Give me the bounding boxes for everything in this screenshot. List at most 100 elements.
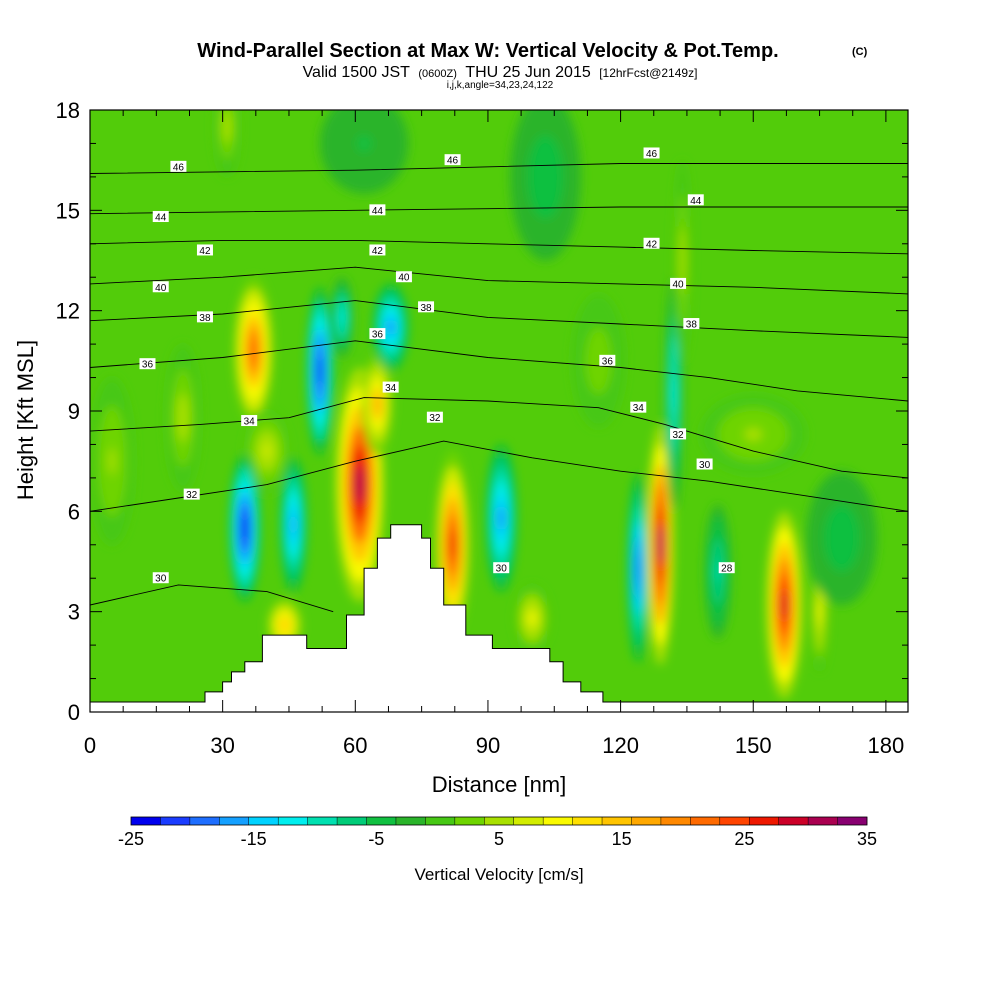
contour-label-box — [196, 244, 213, 256]
velocity-cell-band — [356, 135, 372, 152]
y-axis-label: Height [Kft MSL] — [13, 340, 38, 500]
contour-label-text: 32 — [429, 413, 441, 424]
velocity-cell — [213, 110, 241, 177]
contour-label-box — [152, 211, 169, 223]
y-tick-label: 0 — [68, 700, 80, 725]
contour-label-text: 42 — [199, 246, 211, 257]
contour-label: 36 — [369, 328, 386, 341]
isentrope-contours — [90, 163, 908, 613]
contour-label: 36 — [599, 354, 616, 367]
contour-label: 32 — [183, 488, 200, 501]
contour-label-box — [670, 277, 687, 289]
contour-label-box — [444, 154, 461, 166]
subtitle-date: THU 25 Jun 2015 — [465, 64, 591, 81]
isentrope-line — [90, 239, 908, 255]
colorbar-swatch — [749, 817, 779, 825]
contour-label: 32 — [670, 428, 687, 441]
velocity-cell-band — [242, 515, 248, 541]
colorbar-tick-label: -15 — [241, 829, 267, 849]
contour-label: 38 — [683, 318, 700, 331]
plot-area: 46 46 46 44 44 44 42 42 42 40 40 40 38 38 38 36 36 36 34 34… — [90, 110, 908, 712]
contour-label: 44 — [369, 204, 386, 217]
contour-label-box — [718, 562, 735, 574]
contour-label-text: 30 — [699, 460, 711, 471]
contour-label-text: 30 — [155, 574, 167, 585]
colorbar-swatch — [484, 817, 515, 825]
x-tick-label: 0 — [84, 733, 96, 758]
contour-label: 30 — [696, 458, 713, 471]
velocity-cell — [244, 411, 289, 492]
velocity-cell-band — [108, 447, 116, 476]
contour-label: 30 — [152, 572, 169, 585]
colorbar-frame — [130, 816, 868, 826]
contour-label-text: 30 — [496, 564, 508, 575]
colorbar-swatch — [337, 817, 367, 825]
velocity-cell-band — [818, 601, 822, 622]
contour-label-box — [196, 311, 213, 323]
velocity-cell-band — [672, 374, 676, 414]
contour-label-box — [369, 204, 386, 216]
colorbar-swatch — [248, 817, 279, 825]
velocity-cell — [647, 424, 674, 666]
velocity-cell-band — [374, 395, 380, 413]
contour-label-box — [152, 572, 169, 584]
velocity-cell — [90, 377, 135, 545]
y-tick-label: 12 — [56, 299, 80, 324]
x-tick-label: 180 — [868, 733, 905, 758]
contour-label-text: 44 — [690, 196, 702, 207]
isentrope-line — [90, 440, 908, 512]
contour-label-box — [643, 237, 660, 249]
velocity-cell — [571, 293, 626, 428]
velocity-cell — [704, 504, 732, 639]
contour-label-box — [683, 318, 700, 330]
isentrope-line — [90, 206, 908, 215]
colorbar-swatch — [837, 817, 868, 825]
velocity-cell-band — [263, 444, 271, 458]
colorbar-swatch — [513, 817, 544, 825]
contour-label-box — [382, 381, 399, 393]
contour-label: 34 — [382, 381, 399, 394]
colorbar-tick-label: -5 — [368, 829, 384, 849]
contour-label-box — [687, 194, 704, 206]
velocity-cell — [229, 454, 261, 602]
chart-title: Wind-Parallel Section at Max W: Vertical… — [197, 40, 778, 62]
x-tick-label: 90 — [476, 733, 500, 758]
velocity-cell-band — [835, 526, 848, 550]
contour-label-text: 36 — [602, 356, 614, 367]
contour-label: 42 — [643, 237, 660, 250]
colorbar-tick-label: 5 — [494, 829, 504, 849]
isentrope-line — [90, 584, 334, 613]
contour-label-box — [418, 301, 435, 313]
velocity-cell-band — [291, 513, 296, 536]
velocity-cell-band — [355, 465, 364, 505]
contour-label-text: 38 — [199, 313, 211, 324]
velocity-cell-band — [781, 589, 788, 621]
colorbar-tick-label: 35 — [857, 829, 877, 849]
contour-label-text: 36 — [142, 360, 154, 371]
isentrope-line — [90, 266, 908, 295]
y-tick-label: 6 — [68, 499, 80, 524]
velocity-cell-band — [449, 529, 456, 561]
contour-label: 34 — [630, 401, 647, 414]
colorbar-swatch — [602, 817, 632, 825]
velocity-cell — [319, 110, 409, 194]
contour-label-text: 38 — [420, 303, 432, 314]
x-tick-label: 30 — [210, 733, 234, 758]
contour-label: 42 — [369, 244, 386, 257]
colorbar-swatch — [219, 817, 250, 825]
contour-label-text: 42 — [646, 239, 658, 250]
subtitle-forecast: [12hrFcst@2149z] — [599, 66, 697, 80]
subtitle-zulu: (0600Z) — [418, 68, 457, 80]
contour-label: 36 — [139, 358, 156, 371]
velocity-cell-band — [744, 427, 763, 442]
contour-label-box — [493, 562, 510, 574]
velocity-cell — [510, 110, 581, 261]
colorbar-label: Vertical Velocity [cm/s] — [414, 865, 583, 884]
contour-label: 46 — [444, 154, 461, 167]
colorbar-tick-label: 25 — [734, 829, 754, 849]
x-axis-label: Distance [nm] — [432, 772, 567, 797]
colorbar-swatch — [631, 817, 662, 825]
contour-label-box — [599, 354, 616, 366]
contour-label-text: 40 — [398, 273, 410, 284]
